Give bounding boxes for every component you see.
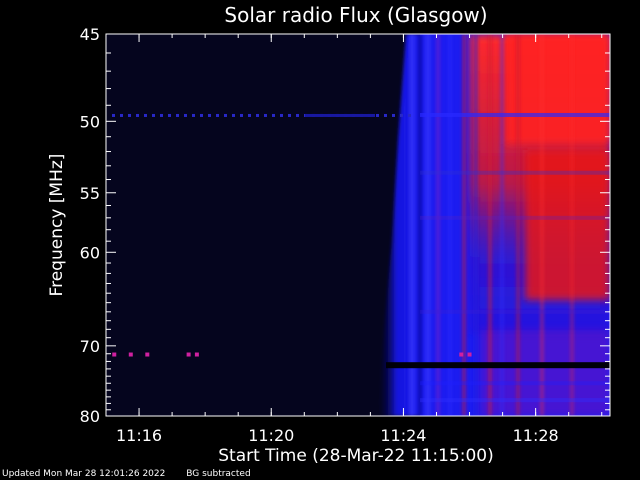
interference-dot — [112, 113, 115, 117]
magenta-marks — [112, 352, 472, 357]
interference-dot — [144, 113, 147, 117]
interference-band — [420, 112, 610, 117]
interference-lines — [420, 112, 610, 403]
magenta-mark — [128, 352, 133, 357]
interference-band — [420, 398, 610, 403]
strong-middle — [525, 150, 610, 300]
interference-dot — [208, 113, 211, 117]
interference-dot — [384, 113, 387, 117]
magenta-mark — [194, 352, 199, 357]
interference-dot — [280, 113, 283, 117]
interference-dot — [256, 113, 259, 117]
x-tick-label: 11:16 — [116, 426, 162, 445]
magenta-mark — [145, 352, 150, 357]
interference-dot — [128, 113, 131, 117]
y-axis-label: Frequency [MHz] — [47, 154, 67, 297]
streak — [488, 34, 492, 416]
interference-dot — [392, 113, 395, 117]
interference-dot — [216, 113, 219, 117]
interference-dot — [248, 113, 251, 117]
chart-title: Solar radio Flux (Glasgow) — [224, 3, 487, 27]
dark-band — [386, 362, 610, 369]
x-axis-label: Start Time (28-Mar-22 11:15:00) — [218, 446, 493, 466]
interference-dots — [112, 113, 411, 117]
y-tick-label: 60 — [80, 243, 100, 262]
interference-dot — [200, 113, 203, 117]
streak — [540, 34, 544, 416]
interference-dot — [400, 113, 403, 117]
magenta-mark — [112, 352, 117, 357]
interference-dot — [136, 113, 139, 117]
footer: Updated Mon Mar 28 12:01:26 2022 BG subt… — [2, 469, 251, 479]
y-tick-label: 50 — [80, 112, 100, 131]
interference-dot — [152, 113, 155, 117]
y-tick-label: 80 — [80, 407, 100, 426]
strong-core — [505, 34, 610, 144]
interference-dot — [272, 113, 275, 117]
interference-dot — [288, 113, 291, 117]
interference-dot — [120, 113, 123, 117]
interference-dot — [376, 113, 379, 117]
streak — [426, 34, 430, 416]
interference-dot — [176, 113, 179, 117]
streak — [448, 34, 452, 416]
plot-area — [106, 34, 610, 416]
interference-dot — [160, 113, 163, 117]
x-tick-label: 11:24 — [380, 426, 426, 445]
magenta-mark — [186, 352, 191, 357]
magenta-mark — [467, 352, 472, 357]
streak — [410, 34, 414, 416]
interference-band — [420, 381, 610, 386]
interference-band — [420, 309, 610, 314]
interference-dot — [408, 113, 411, 117]
updated-timestamp: Updated Mon Mar 28 12:01:26 2022 — [2, 469, 166, 479]
interference-dot — [184, 113, 187, 117]
magenta-mark — [459, 352, 464, 357]
y-tick-label: 55 — [80, 184, 100, 203]
x-tick-label: 11:20 — [248, 426, 294, 445]
streak — [418, 34, 422, 416]
plot-frame — [105, 33, 611, 417]
streak — [516, 34, 520, 416]
streak — [570, 34, 574, 416]
streak — [500, 34, 504, 416]
y-tick-label: 45 — [80, 25, 100, 44]
y-axis-ticks: 45 50 55 60 70 80 — [80, 25, 610, 426]
streak — [462, 34, 466, 416]
streak — [436, 34, 440, 416]
streak — [474, 34, 478, 416]
interference-band — [420, 215, 610, 220]
streaks — [410, 34, 574, 416]
interference-band — [420, 170, 610, 175]
x-axis-ticks: 11:16 11:20 11:24 11:28 — [116, 34, 603, 445]
interference-dot — [168, 113, 171, 117]
interference-dot — [192, 113, 195, 117]
bg-subtracted-note: BG subtracted — [186, 469, 251, 479]
y-tick-label: 70 — [80, 337, 100, 356]
interference-dot — [264, 113, 267, 117]
x-tick-label: 11:28 — [513, 426, 559, 445]
interference-dot — [296, 113, 299, 117]
interference-dot — [232, 113, 235, 117]
strong-lower — [480, 330, 610, 416]
interference-dot — [240, 113, 243, 117]
interference-dot — [224, 113, 227, 117]
interference-segment — [305, 113, 375, 117]
